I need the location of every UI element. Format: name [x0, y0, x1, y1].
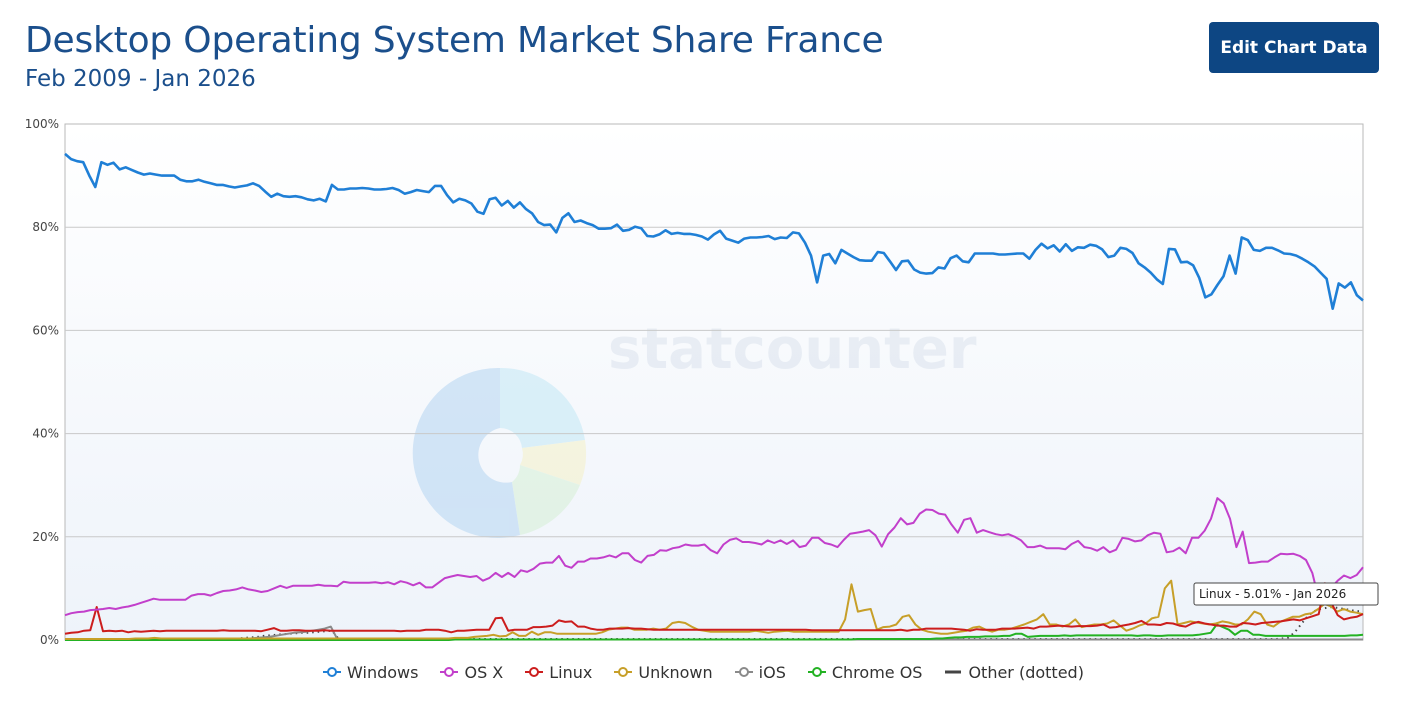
- watermark-logo-segment: [512, 465, 580, 535]
- y-axis-ticks: 0% 20% 40% 60% 80% 100%: [25, 117, 59, 647]
- legend-item[interactable]: Linux: [525, 663, 592, 682]
- legend-item[interactable]: iOS: [734, 662, 786, 682]
- y-tick-label: 40%: [32, 427, 59, 441]
- y-tick-label: 80%: [32, 220, 59, 234]
- watermark-text: statcounter: [608, 317, 977, 382]
- legend-item[interactable]: Unknown: [614, 662, 713, 682]
- plot-area: [64, 123, 1364, 641]
- legend-label: Other (dotted): [968, 662, 1084, 682]
- line-chart: statcounter 0% 20% 40% 60% 80% 100% Linux - 5…: [25, 117, 1379, 647]
- circle-marker-icon: [323, 666, 342, 678]
- y-tick-label: 0%: [40, 633, 59, 647]
- circle-marker-icon: [807, 666, 826, 678]
- legend-item[interactable]: Chrome OS: [807, 662, 923, 682]
- watermark-logo-segment: [412, 367, 520, 538]
- circle-marker-icon: [525, 666, 544, 678]
- watermark-logo-segment: [500, 367, 585, 448]
- y-tick-label: 60%: [32, 323, 59, 337]
- tooltip: Linux - 5.01% - Jan 2026: [1193, 582, 1379, 606]
- tooltip-text: Linux - 5.01% - Jan 2026: [1199, 587, 1346, 601]
- series-lines: [64, 152, 1364, 641]
- legend-label: iOS: [758, 662, 786, 682]
- series-line-chrome-os[interactable]: [65, 623, 1364, 641]
- page-title: Desktop Operating System Market Share Fr…: [25, 20, 884, 61]
- date-range-subtitle: Feb 2009 - Jan 2026: [25, 66, 256, 92]
- y-tick-label: 20%: [32, 530, 59, 544]
- line-marker-icon: [944, 666, 962, 678]
- gridlines: [65, 226, 1363, 538]
- series-line-windows[interactable]: [64, 152, 1364, 310]
- circle-marker-icon: [614, 666, 633, 678]
- statcounter-watermark: statcounter: [412, 317, 977, 538]
- legend-label: Linux: [549, 662, 593, 682]
- legend-label: Windows: [347, 662, 419, 682]
- legend-item[interactable]: OS X: [440, 663, 503, 682]
- legend-item[interactable]: Other (dotted): [944, 663, 1084, 682]
- watermark-logo-segment: [520, 440, 587, 485]
- legend-label: OS X: [464, 662, 504, 682]
- series-line-os-x[interactable]: [64, 497, 1364, 617]
- series-line-linux[interactable]: [64, 582, 1364, 635]
- circle-marker-icon: [734, 666, 753, 678]
- series-line-unknown[interactable]: [65, 579, 1364, 640]
- legend-label: Chrome OS: [831, 662, 923, 682]
- y-tick-label: 100%: [25, 117, 59, 131]
- legend-label: Unknown: [638, 662, 713, 682]
- circle-marker-icon: [440, 666, 459, 678]
- edit-chart-data-button[interactable]: Edit Chart Data: [1209, 22, 1379, 73]
- legend: Windows OS X Linux Unknown iOS Chrome OS Other…: [0, 660, 1407, 684]
- legend-item[interactable]: Windows: [323, 663, 418, 682]
